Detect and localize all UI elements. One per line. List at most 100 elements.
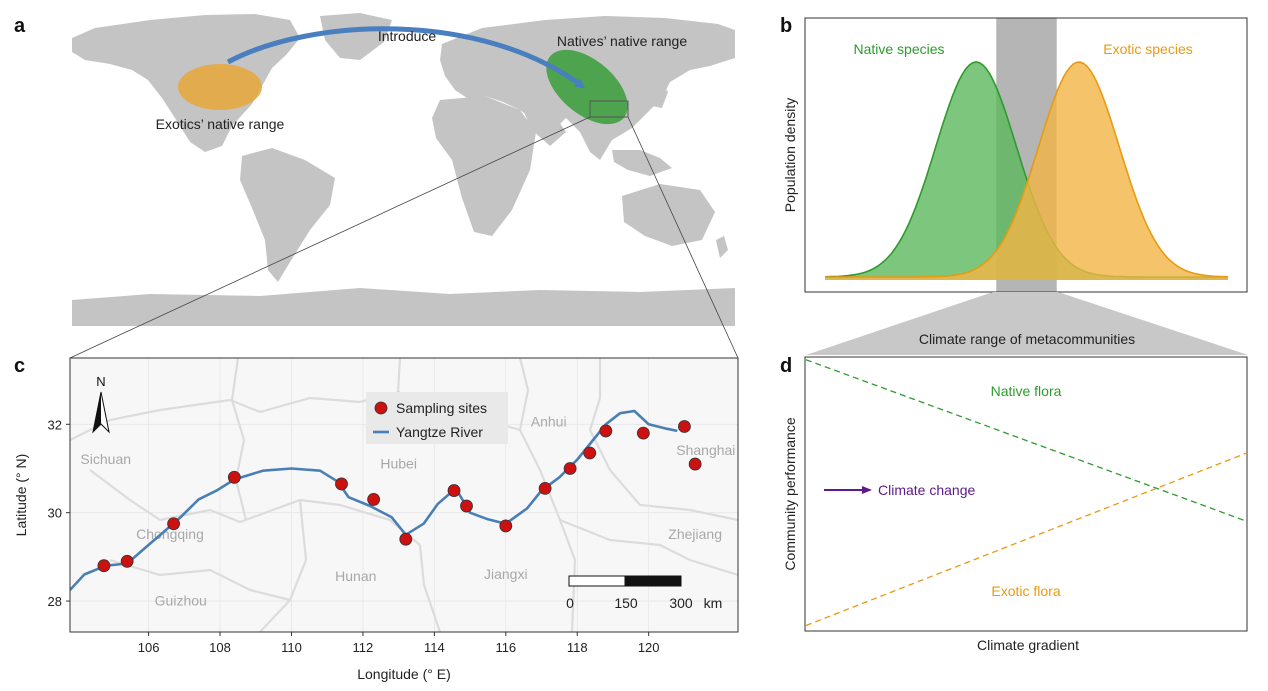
panel-b-ylabel: Population density	[782, 98, 798, 212]
native-species-label: Native species	[853, 41, 944, 57]
se-asia-shape	[612, 150, 672, 176]
scale-label-300: 300	[669, 595, 693, 611]
performance-plot	[805, 359, 1248, 627]
y-tick-label: 32	[48, 417, 62, 432]
native-flora-label: Native flora	[991, 383, 1062, 399]
climate-range-trapezoid	[806, 292, 1248, 355]
x-tick-label: 108	[209, 640, 231, 655]
y-tick-label: 30	[48, 506, 62, 521]
panel-c-xlabel: Longitude (° E)	[357, 666, 451, 682]
site-point	[563, 462, 577, 475]
x-tick-label: 114	[424, 640, 445, 655]
x-tick-label: 110	[281, 640, 302, 655]
arabia-shape	[522, 108, 566, 146]
border-shape	[89, 469, 161, 521]
site-point	[583, 446, 597, 460]
map-legend: Sampling sites Yangtze River	[366, 392, 508, 444]
site-point	[447, 484, 461, 497]
panel-d-xlabel: Climate gradient	[977, 637, 1079, 653]
site-point	[399, 532, 413, 546]
border-shape	[70, 390, 401, 441]
scale-label-0: 0	[566, 595, 574, 611]
panel-b-letter: b	[780, 15, 792, 37]
density-area-0	[825, 62, 1228, 280]
panel-c-ylabel: Latitude (° N)	[13, 454, 29, 537]
study-area-box	[589, 100, 629, 118]
province-label: Shanghai	[676, 442, 735, 458]
x-tick-label: 112	[353, 640, 374, 655]
zoom-line-right	[627, 116, 739, 359]
climate-range-label: Climate range of metacommunities	[919, 331, 1135, 347]
exotics-range-label: Exotics’ native range	[156, 116, 285, 132]
scale-bar: 0 150 300 km	[566, 575, 722, 611]
province-label: Zhejiang	[668, 526, 722, 542]
performance-line-1	[805, 452, 1248, 627]
panel-d-frame	[804, 356, 1248, 632]
site-point	[335, 477, 348, 491]
legend-river-label: Yangtze River	[396, 424, 483, 440]
world-map	[72, 13, 735, 326]
site-point	[97, 559, 111, 573]
province-label: Hunan	[335, 568, 376, 584]
antarctica-shape	[72, 288, 735, 326]
density-area-1	[825, 62, 1228, 280]
province-label: Sichuan	[80, 451, 131, 467]
panel-b: b Population density Native species Exot…	[780, 15, 1248, 355]
panel-a: a Introdu	[14, 13, 739, 359]
map-frame	[69, 357, 739, 633]
site-point	[227, 470, 241, 484]
site-point	[167, 517, 180, 531]
legend-sites-label: Sampling sites	[396, 400, 487, 416]
scale-bar-white	[568, 575, 626, 587]
province-label: Hubei	[380, 455, 417, 471]
border-shape	[109, 558, 291, 602]
site-point	[636, 426, 650, 440]
climate-change-label: Climate change	[878, 482, 975, 498]
sampling-sites	[97, 420, 702, 573]
x-tick-label: 106	[138, 640, 160, 655]
province-label: Anhui	[531, 414, 567, 430]
introduce-label: Introduce	[378, 28, 437, 44]
panel-d-ylabel: Community performance	[782, 417, 798, 570]
density-plot	[824, 18, 1229, 292]
border-shape	[518, 358, 577, 632]
province-label: Chongqing	[136, 526, 204, 542]
scale-bar-black	[624, 575, 682, 587]
south-america-shape	[240, 148, 335, 282]
site-point	[599, 424, 613, 438]
panel-d: d Native flora Exotic flora Climate chan…	[780, 355, 1248, 653]
native-native-range-ellipse	[546, 49, 628, 125]
performance-line-0	[805, 359, 1248, 523]
panel-a-letter: a	[14, 15, 26, 37]
scale-label-150: 150	[614, 595, 638, 611]
natives-range-label: Natives’ native range	[557, 33, 687, 49]
y-tick-label: 28	[48, 594, 62, 609]
border-shape	[259, 499, 308, 632]
legend-box	[366, 392, 508, 444]
panel-d-letter: d	[780, 355, 792, 377]
x-tick-label: 120	[638, 640, 660, 655]
site-point	[367, 493, 381, 506]
new-zealand-shape	[716, 236, 728, 258]
exotic-native-range-ellipse	[178, 64, 262, 110]
site-point	[460, 499, 473, 513]
exotic-flora-label: Exotic flora	[991, 583, 1060, 599]
site-point	[538, 481, 552, 495]
north-label: N	[96, 374, 105, 389]
x-tick-label: 116	[495, 640, 516, 655]
site-point	[688, 457, 702, 471]
site-point	[678, 420, 691, 433]
border-shape	[418, 544, 442, 632]
australia-shape	[622, 184, 715, 246]
legend-site-marker	[374, 401, 388, 415]
province-label: Jiangxi	[484, 566, 528, 582]
province-label: Guizhou	[155, 592, 207, 608]
exotic-species-label: Exotic species	[1103, 41, 1192, 57]
japan-shape	[650, 82, 668, 108]
zoom-line-left	[69, 116, 591, 359]
north-arrow: N	[92, 374, 110, 434]
site-point	[499, 519, 513, 533]
